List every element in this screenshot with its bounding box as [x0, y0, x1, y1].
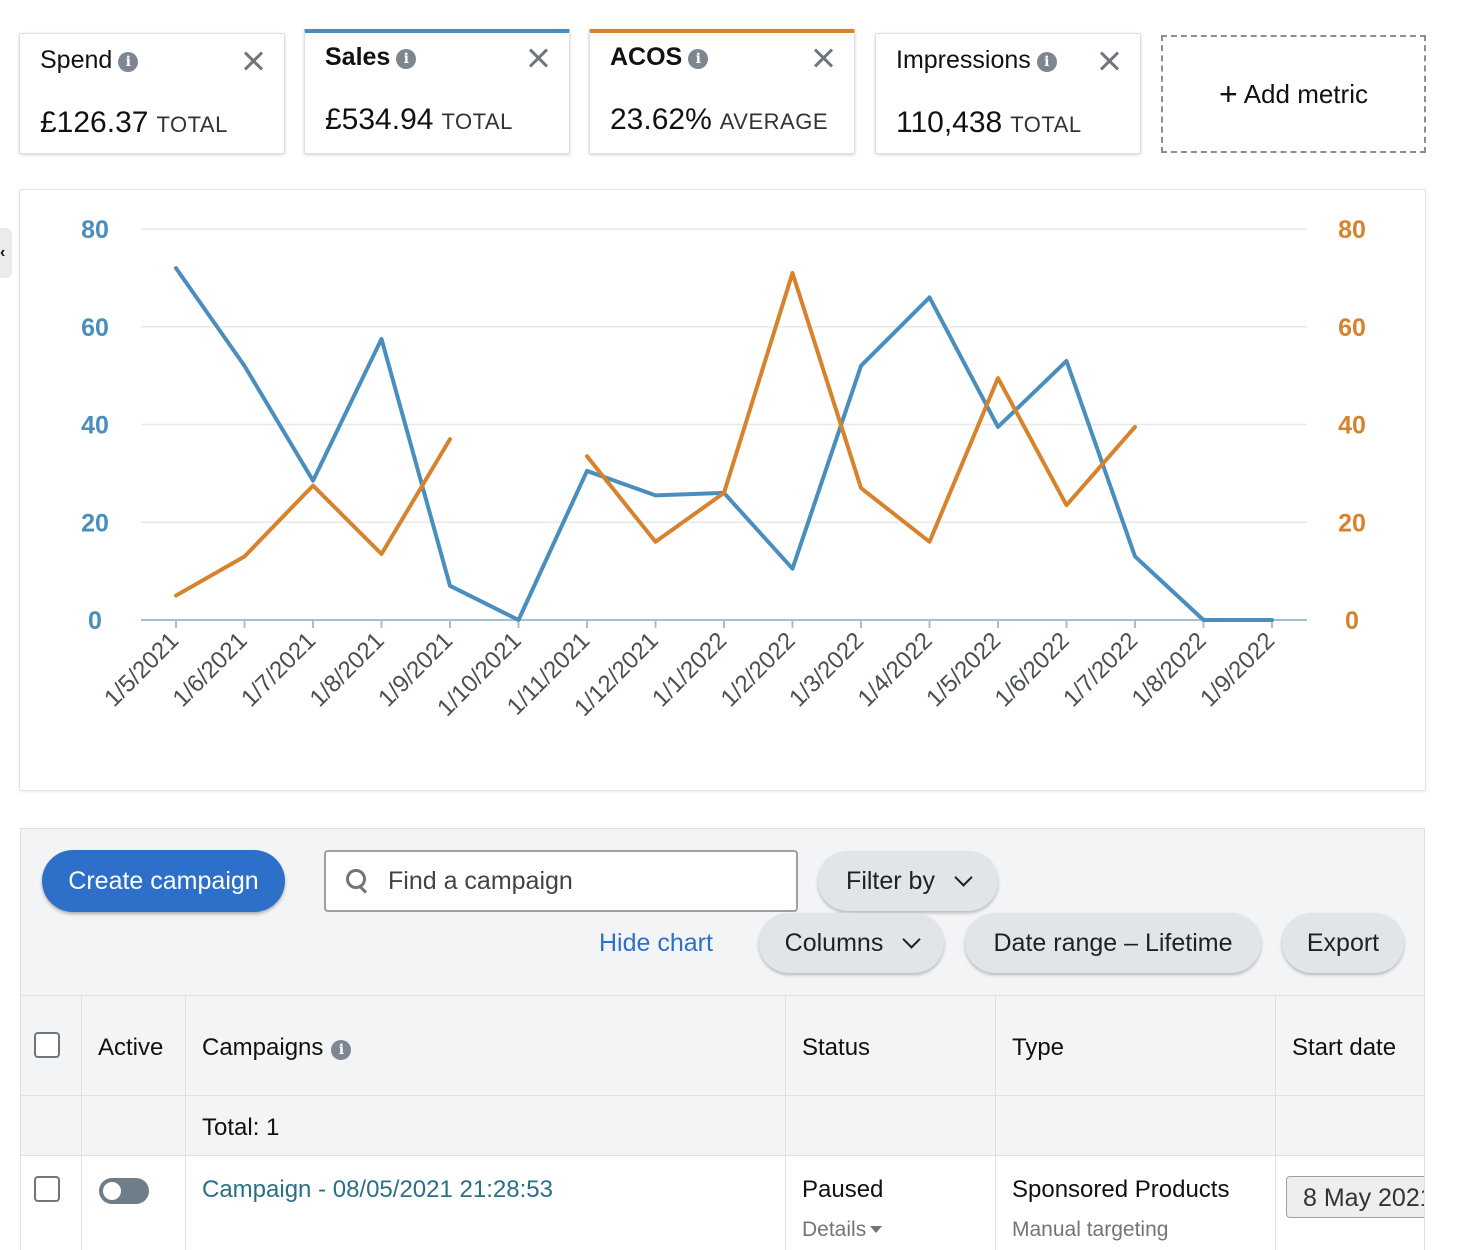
x-tick-label: 1/2/2022 [716, 627, 801, 712]
search-box[interactable] [324, 850, 798, 912]
close-icon[interactable] [810, 45, 836, 71]
close-icon[interactable] [525, 45, 551, 71]
y-left-tick-label: 0 [88, 607, 102, 635]
x-tick-label: 1/8/2021 [305, 627, 390, 712]
plus-icon: + [1219, 76, 1238, 112]
collapse-sidebar-handle[interactable]: ‹ [0, 228, 12, 278]
x-tick-label: 1/7/2021 [236, 627, 321, 712]
metric-value: 23.62% AVERAGE [610, 103, 828, 136]
y-right-tick-label: 40 [1338, 412, 1366, 440]
close-icon[interactable] [1096, 48, 1122, 74]
metric-value: £534.94 TOTAL [325, 103, 513, 136]
search-icon [346, 869, 370, 893]
series-line-sales [174, 266, 1274, 622]
table-row: Campaign - 08/05/2021 21:28:53 Paused De… [21, 1155, 1424, 1250]
add-metric-button[interactable]: + Add metric [1161, 35, 1426, 153]
x-tick-label: 1/6/2022 [990, 627, 1075, 712]
x-tick-label: 1/4/2022 [853, 627, 938, 712]
export-button[interactable]: Export [1282, 913, 1404, 973]
column-header-active[interactable]: Active [98, 1034, 164, 1061]
close-icon[interactable] [240, 48, 266, 74]
series-line-acos [585, 270, 1137, 544]
metric-value: 110,438 TOTAL [896, 106, 1082, 139]
metric-title: ACOS i [610, 43, 709, 72]
total-label: Total: 1 [202, 1114, 280, 1141]
campaign-status: Paused [802, 1176, 884, 1203]
date-range-button[interactable]: Date range – Lifetime [965, 913, 1261, 973]
y-left-tick-label: 40 [81, 412, 109, 440]
x-tick-label: 1/5/2021 [99, 627, 184, 712]
y-left-tick-label: 20 [81, 509, 109, 537]
metric-card-impressions[interactable]: Impressions i 110,438 TOTAL [875, 33, 1141, 154]
column-header-status[interactable]: Status [802, 1034, 871, 1061]
active-toggle[interactable] [99, 1178, 149, 1204]
start-date-field[interactable]: 8 May 2021 [1286, 1176, 1424, 1218]
status-details-toggle[interactable]: Details [802, 1218, 883, 1242]
x-tick-label: 1/5/2022 [921, 627, 1006, 712]
y-left-tick-label: 60 [81, 314, 109, 342]
metric-card-spend[interactable]: Spend i £126.37 TOTAL [19, 33, 285, 154]
info-icon[interactable]: i [1036, 52, 1057, 72]
filter-by-button[interactable]: Filter by [818, 851, 998, 911]
y-right-tick-label: 80 [1338, 216, 1366, 244]
y-left-tick-label: 80 [81, 216, 109, 244]
columns-button[interactable]: Columns [759, 913, 944, 973]
table-header-row: Active Campaigns i Status Type Start date [21, 995, 1424, 1096]
x-tick-label: 1/3/2022 [784, 627, 869, 712]
metric-card-acos[interactable]: ACOS i 23.62% AVERAGE [589, 29, 855, 154]
performance-chart: 80 60 40 20 0 80 60 40 20 0 1/5/2021 1/6/2021 1/7/20… [19, 189, 1426, 791]
x-tick-label: 1/9/2022 [1195, 627, 1280, 712]
row-checkbox[interactable] [34, 1176, 60, 1202]
hide-chart-link[interactable]: Hide chart [599, 929, 713, 957]
metric-title: Spend i [40, 46, 139, 75]
x-tick-label: 1/1/2022 [647, 627, 732, 712]
chevron-down-icon [954, 867, 973, 887]
info-icon[interactable]: i [396, 49, 417, 69]
campaign-name-link[interactable]: Campaign - 08/05/2021 21:28:53 [202, 1176, 553, 1203]
info-icon[interactable]: i [688, 49, 709, 69]
create-campaign-button[interactable]: Create campaign [42, 850, 285, 912]
column-header-campaigns[interactable]: Campaigns i [202, 1034, 352, 1062]
search-input[interactable] [386, 865, 770, 897]
metric-card-sales[interactable]: Sales i £534.94 TOTAL [304, 29, 570, 154]
chevron-down-icon [902, 929, 922, 949]
campaign-type: Sponsored Products [1012, 1176, 1230, 1203]
info-icon[interactable]: i [331, 1040, 352, 1060]
table-total-row: Total: 1 [21, 1095, 1424, 1156]
x-tick-label: 1/8/2022 [1127, 627, 1212, 712]
x-tick-label: 1/7/2022 [1058, 627, 1143, 712]
metric-title: Impressions i [896, 46, 1057, 75]
caret-down-icon [870, 1226, 883, 1233]
metric-value: £126.37 TOTAL [40, 106, 228, 139]
y-right-tick-label: 60 [1338, 314, 1366, 342]
x-tick-label: 1/6/2021 [168, 627, 253, 712]
campaign-targeting: Manual targeting [1012, 1218, 1169, 1241]
info-icon[interactable]: i [118, 52, 139, 72]
y-right-tick-label: 0 [1345, 607, 1359, 635]
metric-title: Sales i [325, 43, 417, 72]
series-line-acos [174, 437, 452, 598]
column-header-type[interactable]: Type [1012, 1034, 1065, 1061]
campaign-table-panel: Create campaign Filter by Hide chart Col… [20, 828, 1425, 1250]
select-all-checkbox[interactable] [34, 1032, 60, 1058]
y-right-tick-label: 20 [1338, 509, 1366, 537]
chart-canvas: 8060402008060402001/5/20211/6/20211/7/20… [81, 216, 1366, 722]
chevron-left-icon: ‹ [0, 244, 6, 261]
column-header-start-date[interactable]: Start date [1292, 1034, 1397, 1061]
